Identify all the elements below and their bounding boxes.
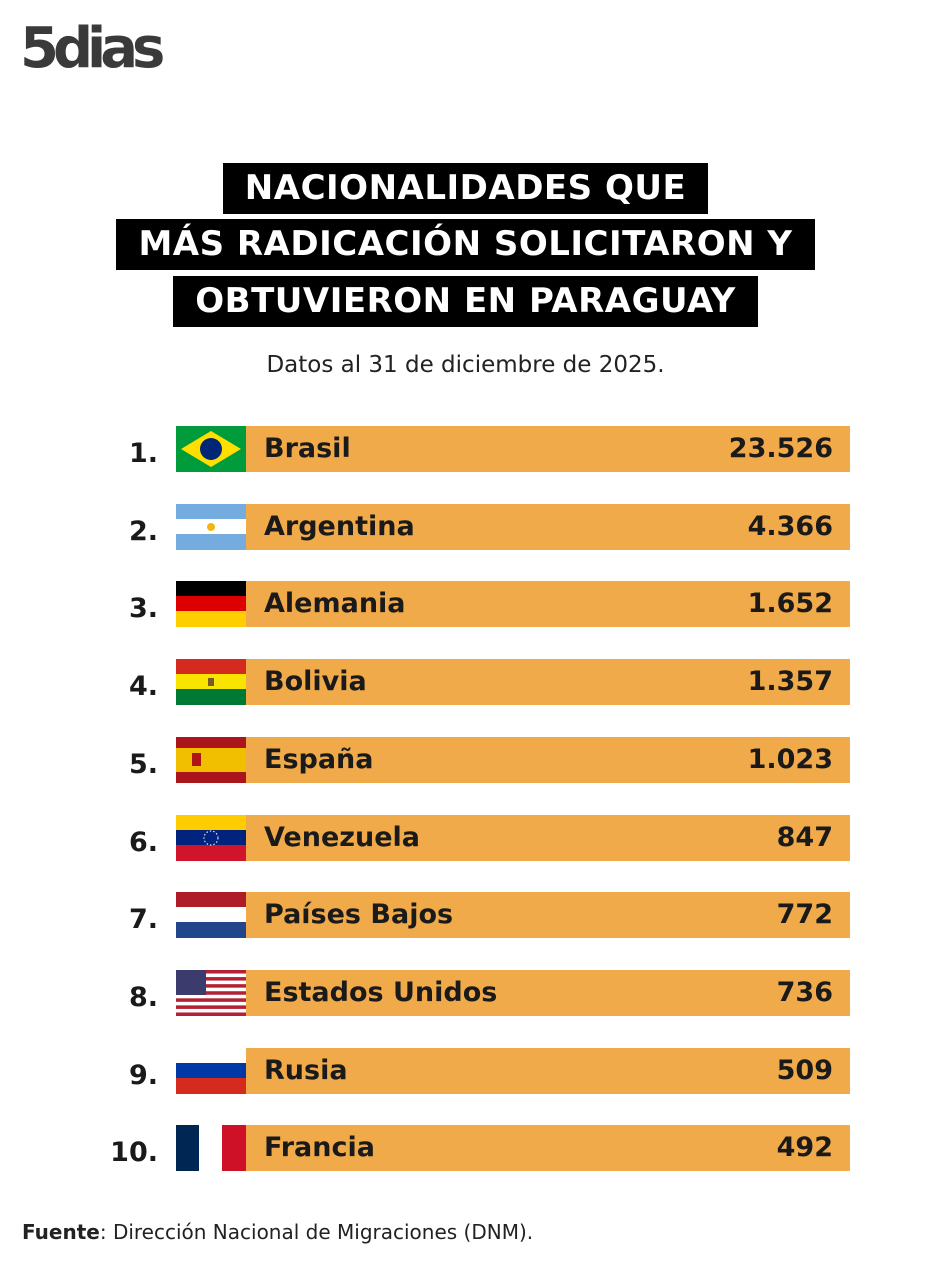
country-name: Países Bajos bbox=[264, 899, 454, 931]
row-bar bbox=[246, 659, 850, 706]
count: 847 bbox=[776, 821, 833, 853]
country-name: Argentina bbox=[264, 510, 415, 542]
subtitle: Datos al 31 de diciembre de 2025. bbox=[266, 352, 665, 378]
rank: 1. bbox=[128, 438, 158, 469]
country-name: Rusia bbox=[264, 1054, 348, 1086]
flag bbox=[176, 969, 246, 1017]
row-bar bbox=[246, 892, 850, 939]
flag bbox=[176, 426, 246, 472]
flag bbox=[176, 1047, 246, 1094]
title-line: OBTUVIERON EN PARAGUAY bbox=[0, 276, 931, 327]
title-line: MÁS RADICACIÓN SOLICITARON Y bbox=[0, 219, 931, 270]
row-bar bbox=[246, 1125, 850, 1172]
source-text: : Dirección Nacional de Migraciones (DNM… bbox=[99, 1220, 534, 1244]
flag-icon bbox=[176, 969, 246, 1017]
count: 1.652 bbox=[747, 588, 833, 620]
count: 509 bbox=[776, 1054, 833, 1086]
source: Fuente: Dirección Nacional de Migracione… bbox=[22, 1220, 533, 1244]
flag-icon bbox=[176, 426, 246, 472]
count: 1.023 bbox=[747, 743, 833, 775]
rank: 4. bbox=[128, 671, 158, 703]
row-bar bbox=[246, 581, 850, 628]
flag-icon bbox=[176, 581, 246, 628]
flag bbox=[176, 814, 246, 861]
count: 23.526 bbox=[728, 433, 833, 464]
rank: 10. bbox=[110, 1137, 158, 1169]
country-name: Alemania bbox=[264, 588, 406, 620]
row-bar bbox=[246, 503, 850, 550]
rank: 3. bbox=[128, 593, 158, 625]
country-name: Francia bbox=[264, 1132, 375, 1164]
logo: 5dias bbox=[20, 16, 165, 81]
flag-icon bbox=[176, 736, 246, 783]
row-bar bbox=[246, 1047, 850, 1094]
rank: 8. bbox=[128, 981, 158, 1013]
rank: 5. bbox=[128, 748, 158, 780]
title-text: NACIONALIDADES QUE bbox=[222, 163, 709, 214]
row-bar bbox=[246, 736, 850, 783]
count: 772 bbox=[776, 899, 833, 931]
country-name: Estados Unidos bbox=[264, 976, 498, 1008]
country-name: Bolivia bbox=[264, 666, 367, 698]
rank: 2. bbox=[128, 515, 158, 547]
title-line: NACIONALIDADES QUE bbox=[0, 163, 931, 214]
flag-icon bbox=[176, 814, 246, 861]
flag bbox=[176, 1125, 246, 1172]
country-name: España bbox=[264, 743, 374, 775]
title-text: MÁS RADICACIÓN SOLICITARON Y bbox=[116, 219, 815, 270]
rank: 7. bbox=[128, 904, 158, 936]
row-bar bbox=[246, 814, 850, 861]
country-name: Brasil bbox=[264, 433, 351, 464]
source-label: Fuente bbox=[22, 1220, 100, 1244]
flag-icon bbox=[176, 1047, 246, 1094]
row-bar bbox=[246, 969, 850, 1016]
count: 736 bbox=[776, 976, 833, 1008]
flag-icon bbox=[176, 503, 246, 550]
title-text: OBTUVIERON EN PARAGUAY bbox=[173, 276, 758, 327]
flag bbox=[176, 736, 246, 783]
flag-icon bbox=[176, 892, 246, 939]
rank: 6. bbox=[128, 826, 158, 858]
flag-icon bbox=[176, 659, 246, 706]
row-bar bbox=[246, 426, 850, 472]
flag bbox=[176, 503, 246, 550]
flag bbox=[176, 659, 246, 706]
count: 4.366 bbox=[747, 510, 833, 542]
flag-icon bbox=[176, 1125, 246, 1172]
flag bbox=[176, 581, 246, 628]
count: 492 bbox=[776, 1132, 833, 1164]
country-name: Venezuela bbox=[264, 821, 420, 853]
rank: 9. bbox=[128, 1059, 158, 1091]
flag bbox=[176, 892, 246, 939]
count: 1.357 bbox=[747, 666, 833, 698]
